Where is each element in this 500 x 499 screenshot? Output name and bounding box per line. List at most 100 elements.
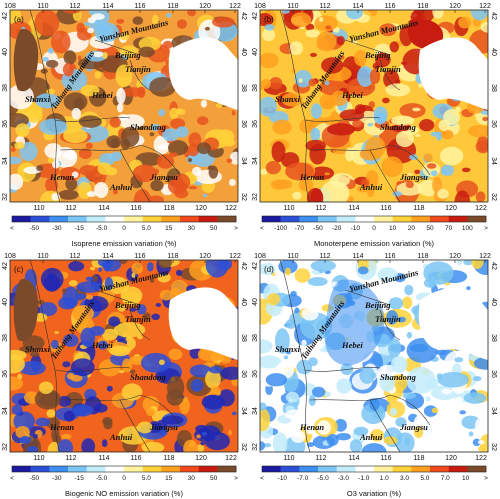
colorbar-swatch	[49, 466, 69, 472]
field-patch	[170, 279, 189, 297]
lon-tick-label: 112	[319, 253, 330, 260]
field-patch	[109, 345, 131, 357]
field-patch	[10, 376, 24, 391]
lon-tick-label-bottom: 110	[33, 455, 44, 462]
field-patch	[14, 141, 25, 150]
field-patch	[359, 366, 375, 384]
lon-tick-label-bottom: 110	[283, 455, 294, 462]
field-patch	[316, 31, 337, 52]
field-patch	[117, 304, 126, 312]
province-border	[344, 39, 391, 56]
lon-tick-label: 118	[417, 253, 428, 260]
field-patch	[283, 355, 289, 360]
field-patch	[110, 151, 122, 162]
colorbar-swatch	[392, 466, 412, 472]
lat-tick-label-left: 42	[2, 262, 9, 270]
field-patch	[426, 163, 437, 169]
field-patch	[275, 328, 290, 354]
lon-tick-label: 108	[4, 253, 16, 260]
colorbar-swatch	[336, 216, 356, 222]
field-patch	[272, 432, 288, 452]
colorbar-swatch	[448, 466, 468, 472]
colorbar-tick-label: -50	[30, 225, 40, 232]
field-patch	[431, 407, 439, 414]
panel-biogenic-no: 108 110 112 114 116 118 120 122 110 112 114 116 118 1…	[0, 250, 250, 499]
colorbar-swatch	[448, 216, 468, 222]
field-patch	[290, 12, 312, 28]
field-patch	[104, 277, 114, 291]
lon-tick-label-bottom: 116	[380, 205, 391, 212]
field-patch	[404, 284, 414, 296]
field-patch	[77, 55, 82, 61]
lon-tick-label-bottom: 118	[163, 455, 174, 462]
colorbar-swatch	[299, 216, 319, 222]
field-patch	[386, 310, 398, 325]
field-patch	[187, 10, 196, 17]
province-border	[304, 367, 381, 372]
field-patch	[260, 262, 276, 275]
place-label-tianjin: Tianjin	[125, 64, 151, 74]
colorbar-tick-label: 0	[372, 225, 376, 232]
field-patch	[136, 304, 147, 315]
place-label-beijing: Beijing	[364, 50, 391, 60]
field-patch	[205, 369, 221, 389]
colorbar-tick-label: >	[484, 225, 488, 232]
field-patch	[188, 132, 202, 148]
panel-tag: (a)	[14, 15, 24, 24]
colorbar-frame	[261, 465, 487, 473]
field-patch	[406, 331, 413, 339]
field-patch	[267, 293, 281, 306]
colorbar-swatch	[68, 466, 87, 472]
field-patch	[277, 388, 286, 396]
lat-tick-label-right: 36	[240, 370, 247, 378]
field-patch	[308, 395, 316, 407]
field-patch	[305, 23, 315, 31]
lon-tick-label: 110	[287, 3, 298, 10]
field-patch	[10, 84, 34, 110]
province-border	[119, 149, 151, 202]
field-patch	[10, 349, 27, 361]
colorbar-tick-label: 7.0	[441, 475, 450, 482]
lat-tick-label-right: 36	[490, 120, 497, 128]
field-patch	[308, 78, 317, 87]
lat-tick-label-left: 40	[2, 48, 9, 56]
lat-tick-label-left: 38	[2, 334, 9, 342]
field-patch	[113, 322, 146, 338]
field-patch	[117, 102, 124, 113]
field-patch	[373, 106, 388, 123]
lat-tick-label-left: 36	[2, 120, 9, 128]
place-label-shanxi: Shanxi	[25, 344, 51, 354]
lat-tick-label-left: 32	[252, 443, 259, 451]
lat-tick-label-right: 42	[240, 262, 247, 270]
lat-tick-label-right: 42	[240, 12, 247, 20]
field-patch	[209, 366, 223, 374]
place-label-henan: Henan	[49, 422, 74, 432]
field-patch	[285, 391, 299, 403]
map-frame	[259, 259, 489, 453]
field-patch	[272, 119, 292, 135]
field-patch	[463, 260, 474, 266]
field-patch	[42, 56, 49, 62]
field-patch	[305, 29, 320, 38]
decrease-zone	[324, 279, 385, 366]
field-patch	[94, 70, 102, 79]
monoterpene-map: 108 110 112 114 116 118 120 122 110 112 114 116 118 1…	[252, 3, 497, 248]
field-patch	[357, 66, 374, 87]
lat-tick-label-left: 40	[252, 48, 259, 56]
field-patch	[146, 408, 156, 417]
lat-tick-label-right: 38	[490, 84, 497, 92]
colorbar-swatch	[68, 216, 87, 222]
field-patch	[305, 139, 326, 152]
field-patch	[294, 268, 311, 283]
field-patch	[418, 119, 435, 132]
colorbar-swatch	[12, 466, 31, 472]
colorbar-tick-label: 0	[122, 225, 126, 232]
field-patch	[407, 173, 413, 176]
field-patch	[316, 420, 331, 435]
field-patch	[395, 130, 414, 147]
colorbar-tick-label: -3.0	[338, 475, 350, 482]
lat-tick-label-right: 40	[490, 48, 497, 56]
field-patch	[424, 377, 439, 389]
lon-tick-label: 112	[69, 253, 80, 260]
field-patch	[146, 262, 154, 272]
